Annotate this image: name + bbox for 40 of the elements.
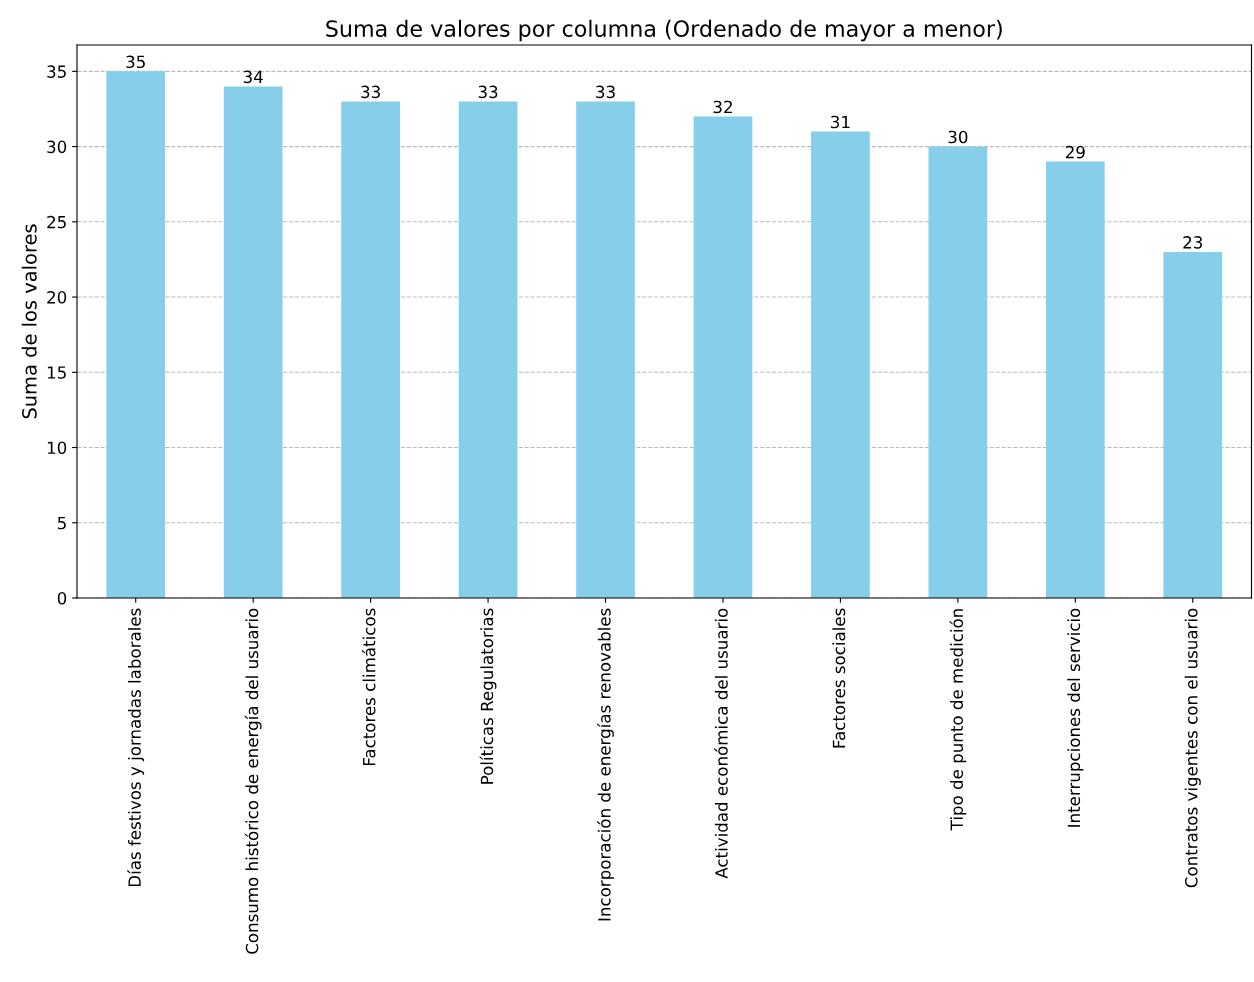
data-label: 33 <box>596 85 615 99</box>
x-tick-label: Políticas Regulatorias <box>479 608 497 784</box>
bar <box>1163 251 1223 598</box>
x-tick-label: Contratos vigentes con el usuario <box>1184 608 1201 888</box>
y-tick-label: 0 <box>57 591 67 605</box>
x-tick-label: Interrupciones del servicio <box>1067 608 1084 827</box>
bar <box>693 116 753 598</box>
y-tick-label: 20 <box>47 291 67 304</box>
y-axis-title: Suma de los valores <box>21 224 37 419</box>
y-tick-label: 10 <box>47 441 67 455</box>
bar <box>223 86 283 598</box>
x-tick-label: Factores climáticos <box>361 608 376 766</box>
bar <box>928 146 988 598</box>
x-tick-label: Días festivos y jornadas laborales <box>127 608 145 887</box>
bar <box>576 101 635 598</box>
data-label: 30 <box>948 130 968 144</box>
y-tick-label: 35 <box>47 65 66 78</box>
y-tick-label: 25 <box>47 215 66 229</box>
data-label: 35 <box>126 55 145 69</box>
bar <box>458 101 518 598</box>
bar <box>341 101 400 598</box>
data-label: 33 <box>361 85 380 99</box>
x-tick-label: Factores sociales <box>832 608 846 748</box>
bar <box>811 131 870 598</box>
x-tick-label: Incorporación de energías renovables <box>597 608 614 921</box>
x-tick-label: Consumo histórico de energía del usuario <box>244 608 262 954</box>
bar <box>106 71 166 598</box>
data-label: 23 <box>1183 236 1203 249</box>
x-tick-label: Actividad económica del usuario <box>714 608 728 879</box>
y-tick-label: 30 <box>47 140 67 154</box>
data-label: 31 <box>831 115 850 129</box>
y-tick-label: 5 <box>57 516 66 530</box>
data-label: 32 <box>713 100 732 114</box>
chart-title: Suma de valores por columna (Ordenado de mayor a menor) <box>326 19 1002 42</box>
bar <box>1045 161 1105 598</box>
x-tick-label: Tipo de punto de medición <box>949 609 967 831</box>
data-label: 29 <box>1065 145 1085 159</box>
y-tick-label: 15 <box>47 366 66 379</box>
data-label: 34 <box>243 70 263 84</box>
data-label: 33 <box>478 85 498 99</box>
